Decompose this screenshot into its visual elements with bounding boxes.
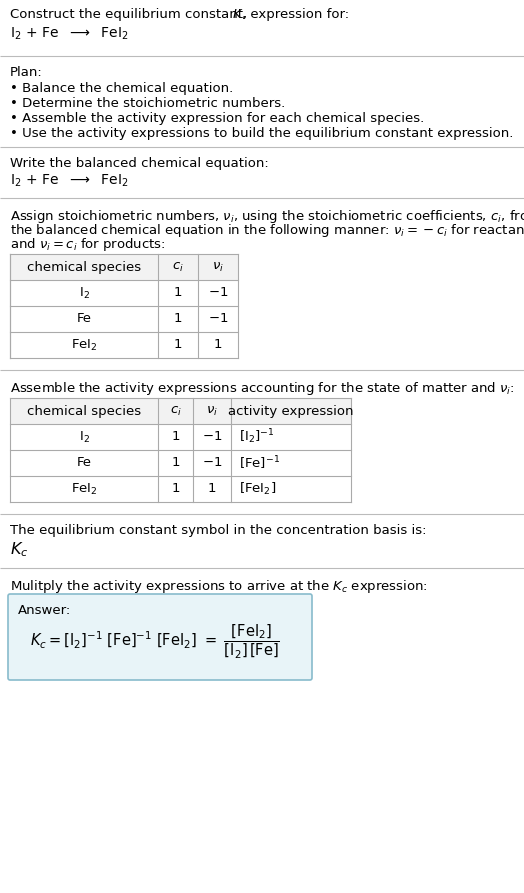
Text: Assign stoichiometric numbers, $\nu_i$, using the stoichiometric coefficients, $: Assign stoichiometric numbers, $\nu_i$, …: [10, 208, 524, 225]
Text: 1: 1: [214, 338, 222, 352]
Text: $\mathrm{FeI_2}$: $\mathrm{FeI_2}$: [71, 338, 97, 353]
Text: activity expression: activity expression: [228, 405, 354, 418]
Text: • Assemble the activity expression for each chemical species.: • Assemble the activity expression for e…: [10, 112, 424, 125]
Text: $\nu_i$: $\nu_i$: [206, 405, 218, 418]
Text: $[\mathrm{Fe}]^{-1}$: $[\mathrm{Fe}]^{-1}$: [239, 455, 280, 472]
Text: chemical species: chemical species: [27, 261, 141, 273]
Bar: [10, 398, 351, 424]
Text: $K_c$: $K_c$: [10, 540, 28, 559]
Text: Construct the equilibrium constant,: Construct the equilibrium constant,: [10, 8, 252, 21]
Text: $-1$: $-1$: [208, 313, 228, 326]
Text: , expression for:: , expression for:: [242, 8, 349, 21]
Text: Assemble the activity expressions accounting for the state of matter and $\nu_i$: Assemble the activity expressions accoun…: [10, 380, 515, 397]
Text: • Determine the stoichiometric numbers.: • Determine the stoichiometric numbers.: [10, 97, 285, 110]
Text: 1: 1: [171, 482, 180, 496]
Text: Plan:: Plan:: [10, 66, 43, 79]
Text: $K$: $K$: [232, 8, 244, 21]
Text: 1: 1: [171, 456, 180, 470]
FancyBboxPatch shape: [8, 594, 312, 680]
Text: Fe: Fe: [77, 456, 92, 470]
Text: $\mathrm{FeI_2}$: $\mathrm{FeI_2}$: [71, 481, 97, 497]
Text: the balanced chemical equation in the following manner: $\nu_i = -c_i$ for react: the balanced chemical equation in the fo…: [10, 222, 524, 239]
Text: chemical species: chemical species: [27, 405, 141, 418]
Text: $-1$: $-1$: [202, 430, 222, 444]
Text: Write the balanced chemical equation:: Write the balanced chemical equation:: [10, 157, 269, 170]
Text: $\mathrm{I_2}$: $\mathrm{I_2}$: [79, 286, 90, 301]
Text: • Balance the chemical equation.: • Balance the chemical equation.: [10, 82, 233, 95]
Text: $[\mathrm{I_2}]^{-1}$: $[\mathrm{I_2}]^{-1}$: [239, 428, 275, 446]
Bar: [10, 254, 238, 280]
Text: $c_i$: $c_i$: [170, 405, 181, 418]
Text: Fe: Fe: [77, 313, 92, 326]
Text: 1: 1: [174, 287, 182, 299]
Text: 1: 1: [174, 313, 182, 326]
Text: $[\mathrm{FeI_2}]$: $[\mathrm{FeI_2}]$: [239, 481, 276, 497]
Text: 1: 1: [208, 482, 216, 496]
Text: 1: 1: [174, 338, 182, 352]
Text: The equilibrium constant symbol in the concentration basis is:: The equilibrium constant symbol in the c…: [10, 524, 427, 537]
Text: $\mathrm{I_2}$: $\mathrm{I_2}$: [79, 430, 90, 445]
Text: $\mathrm{I_2}$ + Fe  $\longrightarrow$  $\mathrm{FeI_2}$: $\mathrm{I_2}$ + Fe $\longrightarrow$ $\…: [10, 173, 129, 189]
Text: Mulitply the activity expressions to arrive at the $K_c$ expression:: Mulitply the activity expressions to arr…: [10, 578, 428, 595]
Text: • Use the activity expressions to build the equilibrium constant expression.: • Use the activity expressions to build …: [10, 127, 514, 140]
Text: 1: 1: [171, 430, 180, 444]
Text: $c_i$: $c_i$: [172, 261, 184, 273]
Text: $\nu_i$: $\nu_i$: [212, 261, 224, 273]
Text: Answer:: Answer:: [18, 604, 71, 617]
Text: $\mathrm{I_2}$ + Fe  $\longrightarrow$  $\mathrm{FeI_2}$: $\mathrm{I_2}$ + Fe $\longrightarrow$ $\…: [10, 26, 129, 42]
Text: and $\nu_i = c_i$ for products:: and $\nu_i = c_i$ for products:: [10, 236, 166, 253]
Text: $-1$: $-1$: [208, 287, 228, 299]
Text: $-1$: $-1$: [202, 456, 222, 470]
Text: $K_c = [\mathrm{I_2}]^{-1}\ [\mathrm{Fe}]^{-1}\ [\mathrm{FeI_2}]\ =\ \dfrac{[\ma: $K_c = [\mathrm{I_2}]^{-1}\ [\mathrm{Fe}…: [30, 622, 280, 660]
